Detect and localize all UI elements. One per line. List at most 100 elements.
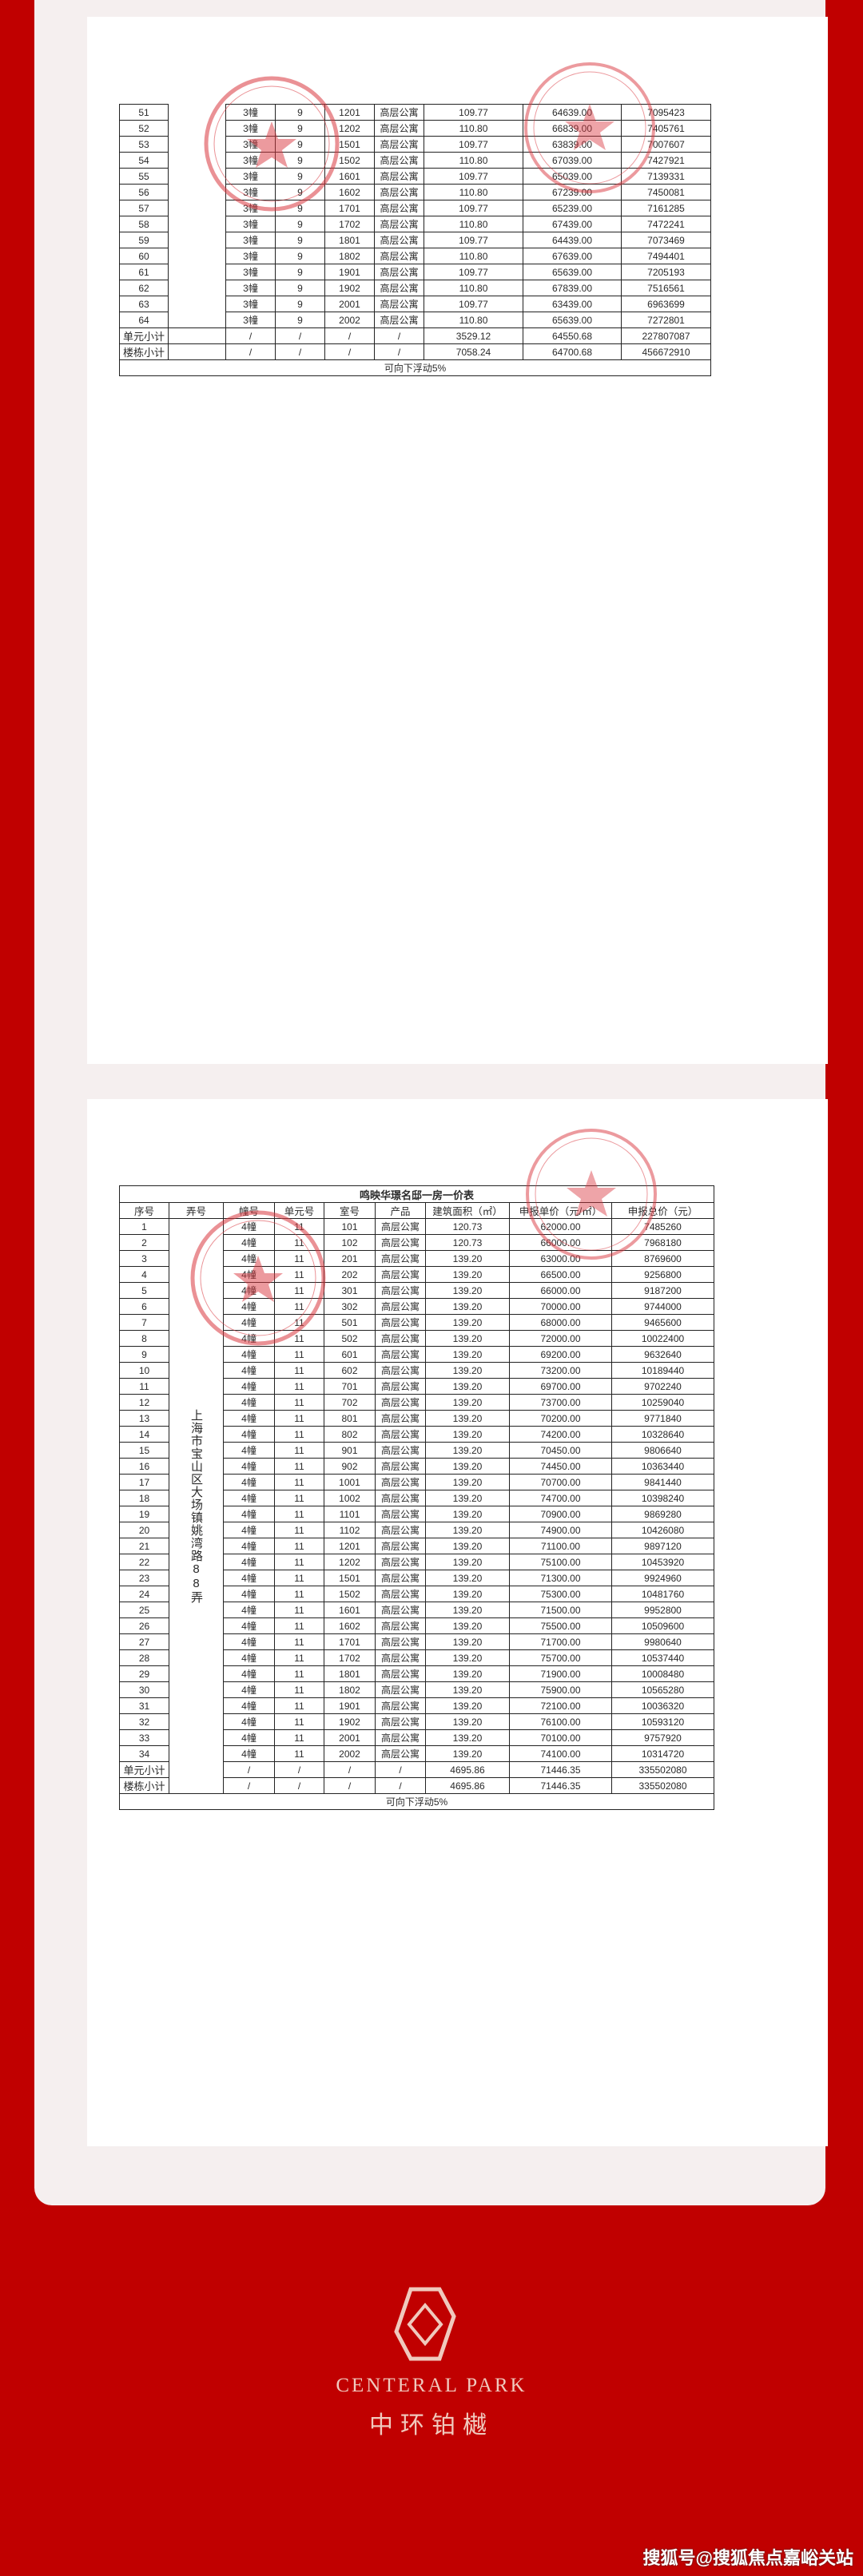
unit-price-cell: 66000.00 bbox=[509, 1234, 612, 1251]
unit-price-cell: 63839.00 bbox=[523, 136, 622, 153]
building-cell: 4幢 bbox=[223, 1314, 275, 1331]
total-price-cell: 7161285 bbox=[621, 200, 711, 216]
area-cell: 139.20 bbox=[425, 1394, 510, 1411]
unit-cell: 9 bbox=[275, 296, 325, 312]
building-cell: 4幢 bbox=[223, 1362, 275, 1379]
total-price-cell: 10189440 bbox=[610, 1362, 715, 1379]
room-cell: 201 bbox=[324, 1250, 376, 1267]
lane-cell bbox=[168, 343, 226, 360]
building-cell: / bbox=[223, 1777, 275, 1794]
area-cell: 4695.86 bbox=[425, 1761, 510, 1778]
seq-cell: 7 bbox=[119, 1314, 169, 1331]
room-cell: / bbox=[324, 343, 375, 360]
header-row: 序号 弄号 幢号 单元号 室号 产品 建筑面积（㎡） 申报单价（元/㎡） 申报总价（元） bbox=[119, 1202, 715, 1219]
area-cell: 139.20 bbox=[425, 1266, 510, 1283]
unit-price-cell: 75900.00 bbox=[509, 1681, 612, 1698]
product-cell: 高层公寓 bbox=[374, 232, 424, 248]
total-price-cell: 7472241 bbox=[621, 216, 711, 232]
price-float-note: 可向下浮动5% bbox=[118, 1793, 715, 1810]
unit-cell: 11 bbox=[274, 1410, 324, 1427]
building-cell: / bbox=[225, 343, 276, 360]
building-cell: 4幢 bbox=[223, 1729, 275, 1746]
lane-cell bbox=[168, 264, 226, 280]
lane-address-cell: 上海市宝山区大场镇姚湾路88弄 bbox=[169, 1218, 224, 1794]
area-cell: 7058.24 bbox=[424, 343, 523, 360]
unit-cell: 11 bbox=[274, 1490, 324, 1506]
total-price-cell: 10036320 bbox=[610, 1697, 715, 1714]
building-cell: 4幢 bbox=[223, 1298, 275, 1315]
table-row: 13 4幢 11 801 高层公寓 139.20 70200.00 9771840 bbox=[119, 1410, 715, 1427]
area-cell: 139.20 bbox=[425, 1633, 510, 1650]
lane-cell bbox=[168, 232, 226, 248]
total-price-cell: 7272801 bbox=[621, 312, 711, 328]
total-price-cell: 9869280 bbox=[610, 1506, 715, 1522]
brand-name-chinese: 中环铂樾 bbox=[369, 2412, 494, 2439]
unit-price-cell: 71300.00 bbox=[509, 1570, 612, 1586]
unit-cell: 11 bbox=[274, 1378, 324, 1395]
table-row: 60 3幢 9 1802 高层公寓 110.80 67639.00 7494401 bbox=[119, 248, 711, 264]
watermark: 搜狐号@搜狐焦点嘉峪关站 bbox=[642, 2548, 853, 2568]
table-row: 56 3幢 9 1602 高层公寓 110.80 67239.00 7450081 bbox=[119, 184, 711, 200]
unit-cell: / bbox=[275, 343, 325, 360]
area-cell: 139.20 bbox=[425, 1314, 510, 1331]
seq-cell: 59 bbox=[119, 232, 169, 248]
unit-price-cell: 62000.00 bbox=[509, 1218, 612, 1235]
total-price-cell: 7405761 bbox=[621, 120, 711, 137]
product-cell: 高层公寓 bbox=[375, 1697, 426, 1714]
area-cell: 139.20 bbox=[425, 1506, 510, 1522]
unit-cell: 9 bbox=[275, 232, 325, 248]
unit-price-cell: 69200.00 bbox=[509, 1346, 612, 1363]
unit-price-cell: 70450.00 bbox=[509, 1442, 612, 1459]
room-cell: 701 bbox=[324, 1378, 376, 1395]
building-cell: 3幢 bbox=[225, 280, 276, 296]
building-cell: 3幢 bbox=[225, 184, 276, 200]
building-cell: 4幢 bbox=[223, 1617, 275, 1634]
product-cell: 高层公寓 bbox=[374, 184, 424, 200]
building-cell: 4幢 bbox=[223, 1218, 275, 1235]
brand-name-english: CENTERAL PARK bbox=[336, 2375, 527, 2396]
total-price-cell: 10022400 bbox=[610, 1330, 715, 1347]
unit-price-cell: 67239.00 bbox=[523, 184, 622, 200]
total-price-cell: 9632640 bbox=[610, 1346, 715, 1363]
room-cell: 902 bbox=[324, 1458, 376, 1475]
table-row: 64 3幢 9 2002 高层公寓 110.80 65639.00 7272801 bbox=[119, 312, 711, 328]
total-price-cell: 9771840 bbox=[610, 1410, 715, 1427]
seq-cell: 25 bbox=[119, 1602, 169, 1618]
seq-cell: 22 bbox=[119, 1554, 169, 1570]
room-cell: 501 bbox=[324, 1314, 376, 1331]
building-cell: 4幢 bbox=[223, 1665, 275, 1682]
building-cell: 3幢 bbox=[225, 104, 276, 121]
unit-price-cell: 71900.00 bbox=[509, 1665, 612, 1682]
unit-cell: 11 bbox=[274, 1234, 324, 1251]
product-cell: 高层公寓 bbox=[375, 1490, 426, 1506]
room-cell: 1801 bbox=[324, 1665, 376, 1682]
building-cell: 4幢 bbox=[223, 1410, 275, 1427]
product-cell: 高层公寓 bbox=[375, 1218, 426, 1235]
unit-cell: / bbox=[274, 1761, 324, 1778]
unit-cell: 11 bbox=[274, 1426, 324, 1443]
seq-cell: 23 bbox=[119, 1570, 169, 1586]
unit-cell: 9 bbox=[275, 136, 325, 153]
room-cell: 1202 bbox=[324, 1554, 376, 1570]
unit-price-cell: 65239.00 bbox=[523, 200, 622, 216]
unit-price-cell: 72100.00 bbox=[509, 1697, 612, 1714]
seq-cell: 33 bbox=[119, 1729, 169, 1746]
total-price-cell: 9256800 bbox=[610, 1266, 715, 1283]
seq-cell: 10 bbox=[119, 1362, 169, 1379]
seq-cell: 62 bbox=[119, 280, 169, 296]
seq-cell: 57 bbox=[119, 200, 169, 216]
unit-cell: 11 bbox=[274, 1681, 324, 1698]
subtotal-row: 单元小计 / / //4695.86 71446.35 335502080 bbox=[119, 1761, 715, 1778]
building-cell: 4幢 bbox=[223, 1474, 275, 1490]
area-cell: 139.20 bbox=[425, 1665, 510, 1682]
total-price-cell: 9757920 bbox=[610, 1729, 715, 1746]
table-row: 18 4幢 11 1002 高层公寓 139.20 74700.00 10398240 bbox=[119, 1490, 715, 1506]
unit-price-cell: 74900.00 bbox=[509, 1522, 612, 1538]
area-cell: 139.20 bbox=[425, 1586, 510, 1602]
unit-price-cell: 64700.68 bbox=[523, 343, 622, 360]
header-area: 建筑面积（㎡） bbox=[425, 1202, 510, 1219]
product-cell: 高层公寓 bbox=[375, 1250, 426, 1267]
total-price-cell: 10259040 bbox=[610, 1394, 715, 1411]
unit-cell: 9 bbox=[275, 152, 325, 169]
unit-price-cell: 71446.35 bbox=[509, 1761, 612, 1778]
